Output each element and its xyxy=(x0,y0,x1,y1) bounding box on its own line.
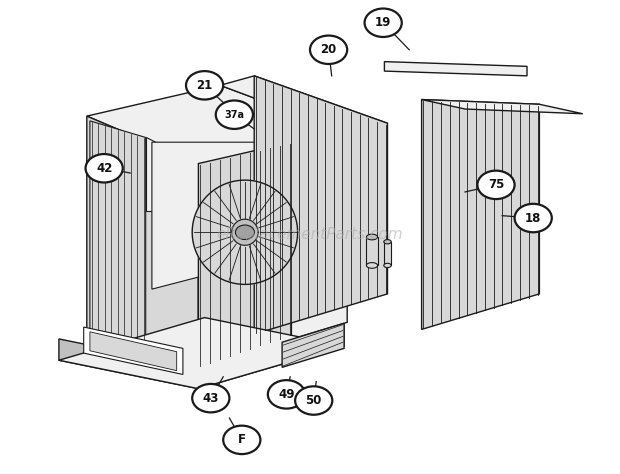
Text: 18: 18 xyxy=(525,211,541,225)
Circle shape xyxy=(295,386,332,415)
Polygon shape xyxy=(384,62,527,76)
Text: 37a: 37a xyxy=(224,109,244,120)
Polygon shape xyxy=(87,116,198,367)
Text: 43: 43 xyxy=(203,392,219,405)
Text: 21: 21 xyxy=(197,79,213,92)
Ellipse shape xyxy=(384,240,391,244)
FancyBboxPatch shape xyxy=(366,237,378,265)
Polygon shape xyxy=(192,180,298,284)
Ellipse shape xyxy=(384,264,391,267)
Circle shape xyxy=(477,171,515,199)
Circle shape xyxy=(236,225,254,239)
Circle shape xyxy=(268,380,305,409)
Polygon shape xyxy=(282,323,344,367)
Polygon shape xyxy=(59,318,344,389)
Text: 19: 19 xyxy=(375,16,391,29)
Polygon shape xyxy=(422,100,539,329)
Text: 75: 75 xyxy=(488,178,504,191)
Text: 20: 20 xyxy=(321,43,337,56)
Circle shape xyxy=(365,9,402,37)
Circle shape xyxy=(515,204,552,232)
Polygon shape xyxy=(198,142,291,367)
Polygon shape xyxy=(146,137,198,211)
Polygon shape xyxy=(90,332,177,371)
Polygon shape xyxy=(220,76,388,133)
Polygon shape xyxy=(152,142,316,289)
Circle shape xyxy=(192,384,229,412)
Text: 49: 49 xyxy=(278,388,294,401)
Polygon shape xyxy=(232,219,258,245)
Circle shape xyxy=(310,36,347,64)
Polygon shape xyxy=(87,85,347,164)
Text: 42: 42 xyxy=(96,162,112,175)
Polygon shape xyxy=(422,100,583,114)
Polygon shape xyxy=(254,76,388,334)
Circle shape xyxy=(223,426,260,454)
Text: 50: 50 xyxy=(306,394,322,407)
Polygon shape xyxy=(84,327,183,374)
Text: F: F xyxy=(238,433,246,447)
Ellipse shape xyxy=(366,234,378,240)
Polygon shape xyxy=(59,339,198,389)
Circle shape xyxy=(86,154,123,182)
Circle shape xyxy=(186,71,223,100)
Polygon shape xyxy=(198,133,347,367)
FancyBboxPatch shape xyxy=(384,242,391,265)
Polygon shape xyxy=(90,121,146,351)
Ellipse shape xyxy=(366,263,378,268)
Polygon shape xyxy=(198,325,344,389)
Circle shape xyxy=(216,100,253,129)
Text: eReplacementParts.com: eReplacementParts.com xyxy=(216,227,404,242)
